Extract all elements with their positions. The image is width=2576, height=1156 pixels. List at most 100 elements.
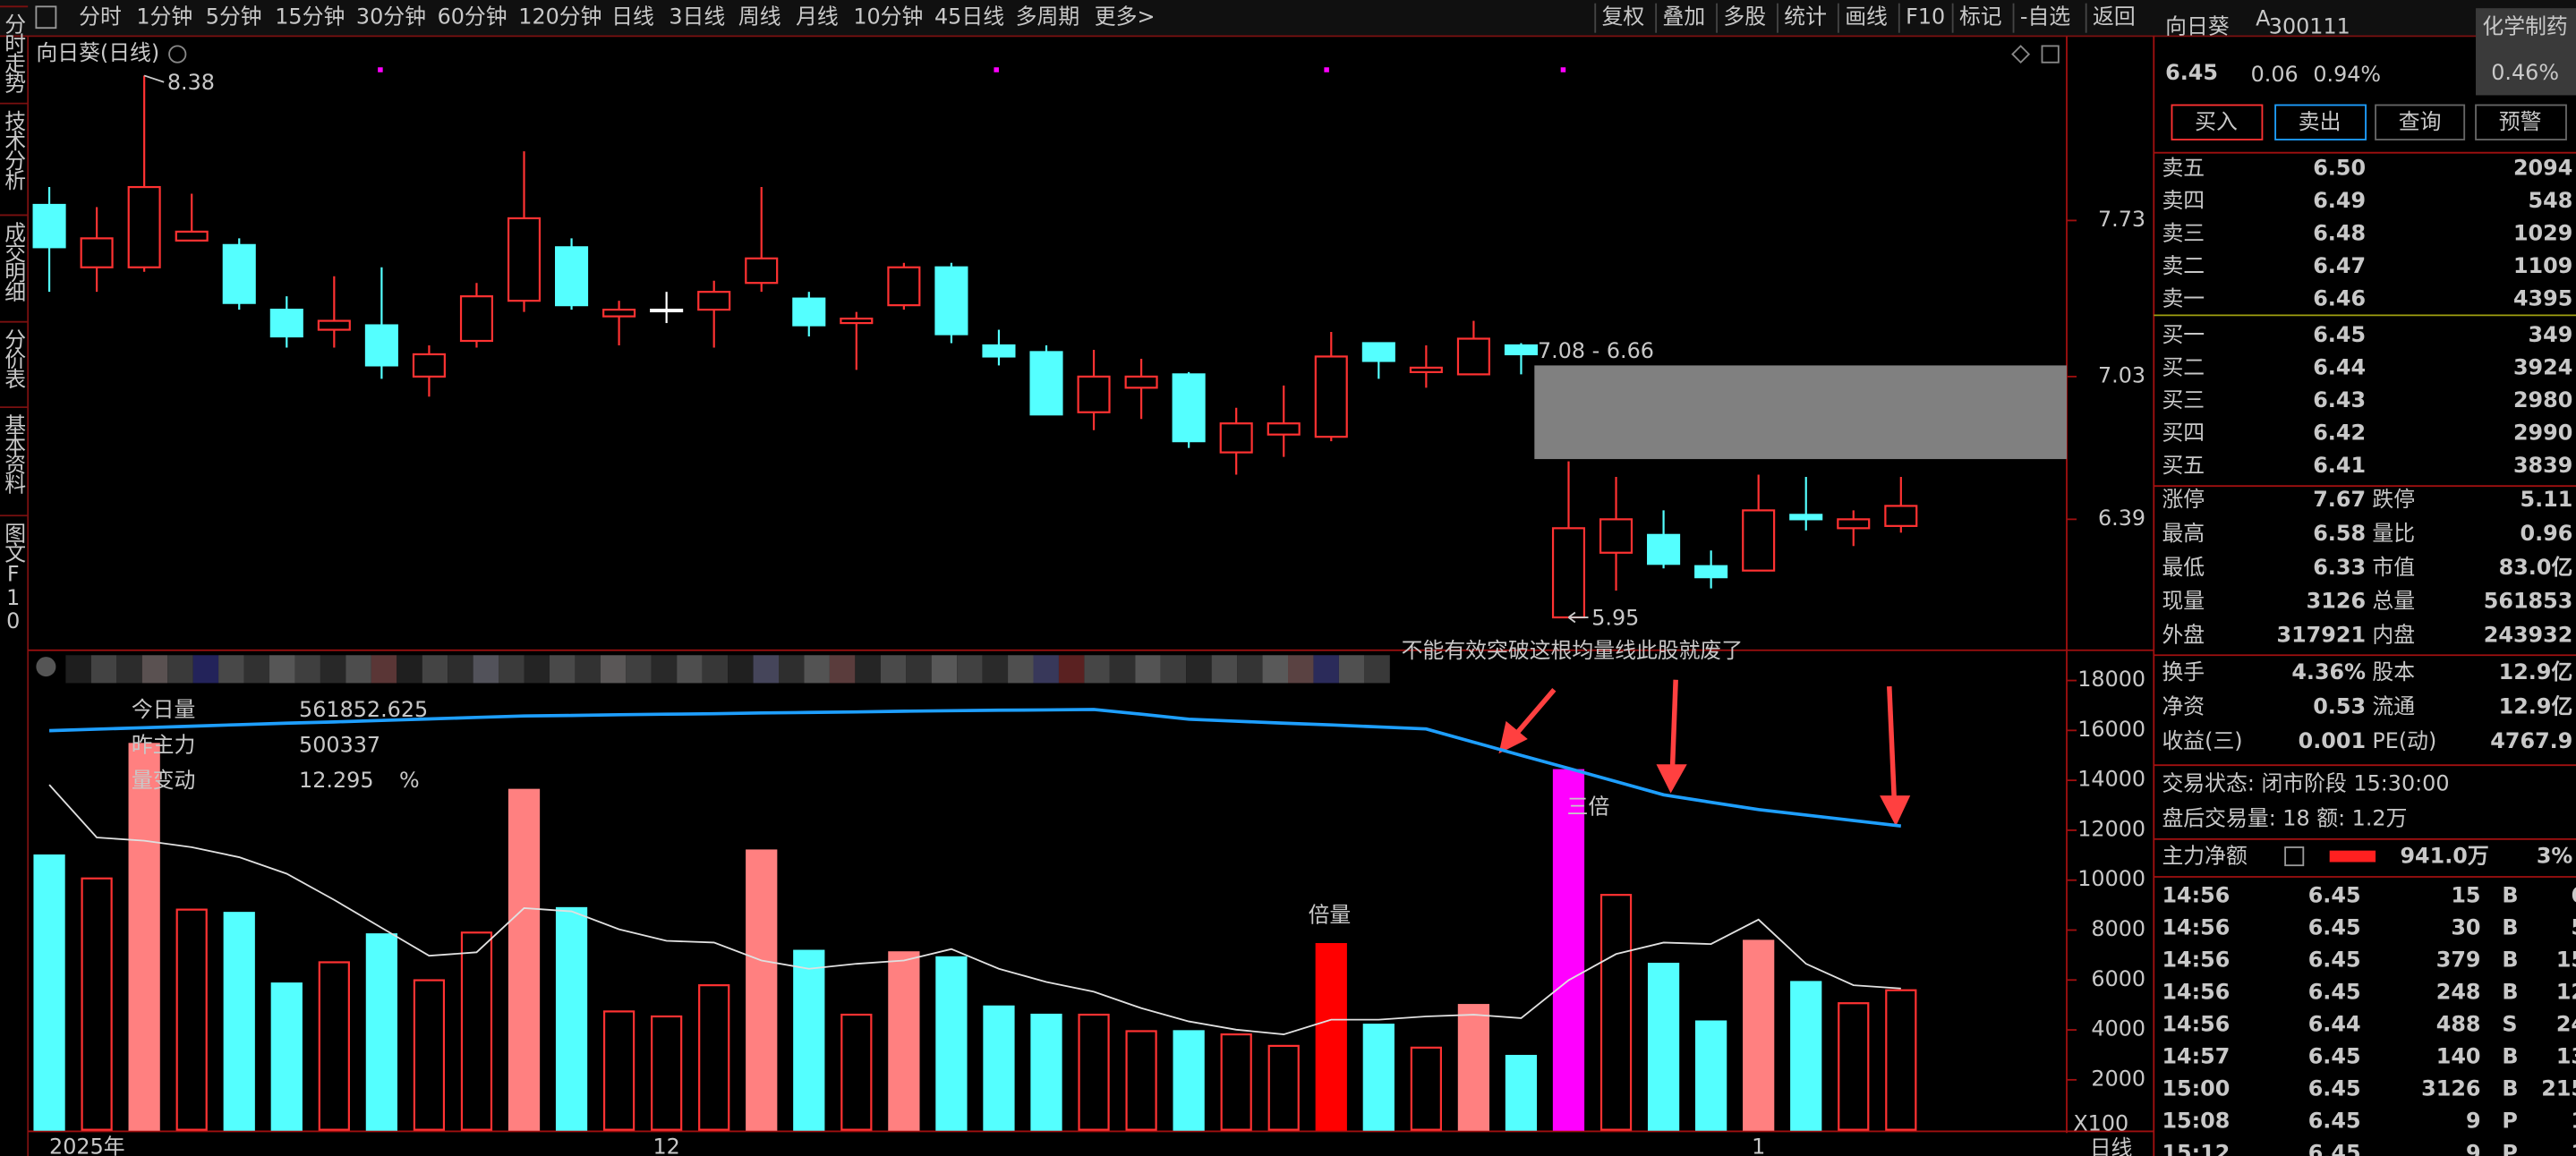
candle-body xyxy=(1172,373,1206,443)
y-tick-label: 6.39 xyxy=(2098,506,2145,531)
action-button[interactable]: 卖出 xyxy=(2299,109,2341,134)
button-frame[interactable] xyxy=(2375,104,2466,140)
toolbar-tab[interactable]: 60分钟 xyxy=(438,4,508,30)
blur-cell xyxy=(1008,655,1034,684)
zoom-icon[interactable] xyxy=(2011,45,2031,64)
blur-cell xyxy=(779,655,805,684)
sidebar-tab[interactable]: 基本资料 xyxy=(1,413,26,494)
sector[interactable]: 化学制药 xyxy=(2482,14,2567,39)
volume-bar xyxy=(698,984,730,1131)
candle-body xyxy=(507,217,542,302)
blur-cell xyxy=(116,655,142,684)
button-frame[interactable] xyxy=(2171,104,2264,140)
tick-time: 14:56 xyxy=(2162,883,2230,908)
tick-time: 14:57 xyxy=(2162,1043,2230,1068)
toolbar-button[interactable]: 标记 xyxy=(1959,4,2002,30)
book-volume: 2980 xyxy=(2513,387,2572,412)
stat-label: 市值 xyxy=(2372,555,2415,580)
sidebar-tab[interactable]: 技术分析 xyxy=(1,110,26,191)
toolbar-button[interactable]: 画线 xyxy=(1845,4,1888,30)
toolbar-tab[interactable]: 15分钟 xyxy=(275,4,345,30)
tick-price: 6.45 xyxy=(2308,1140,2361,1156)
x-tick-label: 2025年 xyxy=(49,1134,125,1156)
flow-value: 941.0万 xyxy=(2400,843,2488,868)
toolbar-tab[interactable]: 120分钟 xyxy=(518,4,601,30)
volume-bar xyxy=(935,956,968,1131)
toolbar-tab[interactable]: 月线 xyxy=(796,4,839,30)
candle-body xyxy=(1837,518,1871,530)
stat-label: 最低 xyxy=(2162,555,2205,580)
sector-box[interactable] xyxy=(2476,8,2576,96)
blur-cell xyxy=(371,655,397,684)
tick-side: B xyxy=(2502,1075,2518,1101)
candle-body xyxy=(792,297,826,327)
toolbar-button[interactable]: F10 xyxy=(1906,4,1945,30)
blur-cell xyxy=(906,655,932,684)
candle-body xyxy=(934,266,968,336)
toolbar-tab[interactable]: 45日线 xyxy=(934,4,1004,30)
volume-bar xyxy=(1647,963,1680,1131)
toolbar-button[interactable]: -自选 xyxy=(2020,4,2070,30)
toolbar-tab[interactable]: 多周期 xyxy=(1016,4,1080,30)
action-button[interactable]: 查询 xyxy=(2399,109,2442,134)
toolbar-tab[interactable]: 日线 xyxy=(611,4,654,30)
button-frame[interactable] xyxy=(2274,104,2367,140)
high-label: 8.38 xyxy=(167,70,215,95)
y-tick-label: 16000 xyxy=(2077,717,2145,742)
book-label: 买一 xyxy=(2162,322,2205,347)
toolbar-tab[interactable]: 30分钟 xyxy=(356,4,426,30)
sidebar-tab[interactable]: 图文F10 xyxy=(1,523,26,633)
legend-label: 量变动 xyxy=(132,768,196,793)
volume-bar xyxy=(1505,1054,1538,1131)
toolbar-tab[interactable]: 10分钟 xyxy=(853,4,923,30)
stat-value: 83.0亿 xyxy=(2499,555,2573,580)
sidebar-tab[interactable]: 成交明细 xyxy=(1,222,26,302)
volume-bar xyxy=(33,854,65,1131)
window-icon[interactable] xyxy=(2041,45,2060,64)
toolbar-tab[interactable]: 1分钟 xyxy=(136,4,192,30)
candle-body xyxy=(364,324,398,367)
blur-cell xyxy=(1109,655,1136,684)
tick-count: 215 xyxy=(2541,1075,2576,1101)
stat-label: 股本 xyxy=(2372,659,2415,684)
stat-label: 外盘 xyxy=(2162,622,2205,647)
toolbar-button[interactable]: 复权 xyxy=(1602,4,1645,30)
book-volume: 2094 xyxy=(2513,156,2572,181)
stat-label: 涨停 xyxy=(2162,487,2205,512)
sidebar-tab[interactable]: 分时走势 xyxy=(1,13,26,94)
blur-cell xyxy=(167,655,193,684)
toolbar-tab[interactable]: 3日线 xyxy=(669,4,725,30)
action-button[interactable]: 预警 xyxy=(2499,109,2542,134)
toolbar-tab[interactable]: 分时 xyxy=(79,4,122,30)
toolbar-tab[interactable]: 更多> xyxy=(1095,4,1156,30)
stat-value: 7.67 xyxy=(2313,487,2366,512)
action-button[interactable]: 买入 xyxy=(2195,109,2238,134)
y-tick-label: 18000 xyxy=(2077,667,2145,692)
toolbar-tab[interactable]: 5分钟 xyxy=(206,4,262,30)
volume-bar xyxy=(81,877,113,1131)
settings-icon[interactable] xyxy=(168,45,187,64)
candle-body xyxy=(1267,422,1301,436)
toolbar-button[interactable]: 返回 xyxy=(2093,4,2136,30)
flow-label: 主力净额 xyxy=(2162,843,2248,868)
button-frame[interactable] xyxy=(2475,104,2567,140)
sidebar-tab[interactable]: 分价表 xyxy=(1,328,26,389)
stat-value: 243932 xyxy=(2484,622,2573,647)
book-volume: 4395 xyxy=(2513,286,2572,311)
annotation: 三倍 xyxy=(1567,794,1610,819)
blur-cell xyxy=(1186,655,1212,684)
collapse-icon[interactable] xyxy=(36,657,56,677)
toolbar-tab[interactable]: 周线 xyxy=(738,4,781,30)
toolbar-button[interactable]: 叠加 xyxy=(1662,4,1705,30)
tick-volume: 379 xyxy=(2436,947,2481,972)
candle-body xyxy=(697,291,731,311)
toolbar-icon[interactable] xyxy=(35,5,57,30)
toolbar-button[interactable]: 统计 xyxy=(1784,4,1827,30)
annotation: 不能有效突破这根均量线此股就废了 xyxy=(1402,638,1744,663)
toolbar-button[interactable]: 多股 xyxy=(1723,4,1766,30)
tick-volume: 9 xyxy=(2466,1140,2481,1156)
signal-dot xyxy=(378,67,383,72)
blur-cell xyxy=(651,655,678,684)
flow-icon[interactable] xyxy=(2284,846,2305,867)
volume-bar xyxy=(270,982,303,1131)
